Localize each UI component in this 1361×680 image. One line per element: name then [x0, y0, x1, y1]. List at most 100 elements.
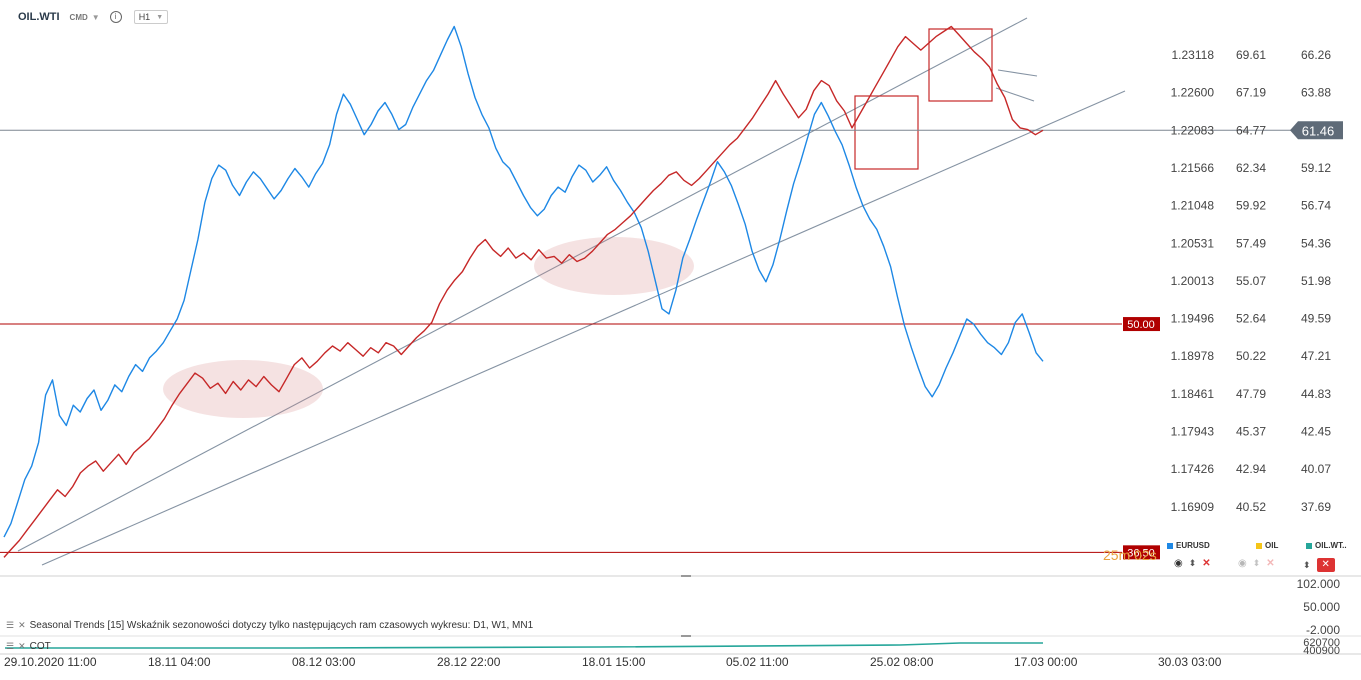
legend-oilwti[interactable]: OIL.WT.. [1306, 541, 1347, 550]
eurusd-axis-tick: 1.20013 [1171, 274, 1215, 288]
x-axis-tick: 25.02 08:00 [870, 655, 934, 669]
wti-axis-tick: 49.59 [1301, 312, 1331, 326]
info-icon[interactable]: i [109, 11, 122, 23]
close-icon[interactable]: ✕ [18, 620, 26, 630]
legend-label-oil: OIL [1265, 541, 1279, 550]
wti-axis-tick: 42.45 [1301, 425, 1331, 439]
legend-label-oilwti: OIL.WT.. [1315, 541, 1347, 550]
symbol-label[interactable]: OIL.WTI [18, 11, 60, 23]
chevron-down-icon: ▼ [156, 13, 164, 21]
current-price-badge [1290, 121, 1343, 140]
wti-axis-tick: 47.21 [1301, 349, 1331, 363]
legend-oil[interactable]: OIL [1256, 541, 1278, 550]
range-highlight-ellipse [534, 237, 694, 295]
series-line-eurusd [3, 25, 1044, 538]
cot-indicator-row: ☰ ✕ COT [6, 641, 51, 652]
legend-swatch-oilwti [1306, 542, 1312, 549]
x-axis-tick: 05.02 11:00 [726, 655, 789, 669]
oil-axis-tick: 42.94 [1236, 462, 1266, 476]
eurusd-axis-tick: 1.22600 [1171, 86, 1215, 100]
oil-axis-tick: 64.77 [1236, 123, 1266, 137]
cot-axis-tick: 620700 [1303, 637, 1340, 649]
eurusd-axis-tick: 1.21048 [1171, 199, 1215, 213]
close-icon[interactable]: ✕ [1202, 558, 1211, 569]
eurusd-axis-tick: 1.20531 [1171, 236, 1215, 250]
wti-axis-tick: 59.12 [1301, 161, 1331, 175]
price-level-tag [1123, 545, 1160, 560]
range-highlight-ellipse [163, 360, 323, 418]
seasonal-indicator-label: Seasonal Trends [15] Wskaźnik sezonowośc… [29, 620, 534, 631]
legend-eurusd[interactable]: EURUSD [1167, 541, 1210, 550]
oil-axis-tick: 57.49 [1236, 236, 1266, 250]
series-line-oilwt [3, 25, 1044, 558]
eurusd-axis-tick: 1.16909 [1171, 500, 1215, 514]
oil-axis-tick: 52.64 [1236, 312, 1266, 326]
legend-swatch-oil [1256, 542, 1262, 549]
price-level-label: 36.50 [1127, 547, 1155, 559]
cot-series-line [5, 642, 1043, 649]
close-icon[interactable]: ✕ [18, 641, 26, 651]
wti-axis-tick: 40.07 [1301, 462, 1331, 476]
seasonal-indicator-row: ☰ ✕ Seasonal Trends [15] Wskaźnik sezono… [6, 620, 533, 631]
oil-axis-tick: 45.37 [1236, 425, 1266, 439]
pane-resize-handle [681, 635, 691, 637]
oil-axis-tick: 55.07 [1236, 274, 1266, 288]
trend-channel-line [17, 17, 1028, 552]
trend-channel-line [995, 87, 1035, 102]
x-axis-tick: 18.01 15:00 [582, 655, 646, 669]
market-dropdown-icon[interactable]: ▼ [91, 12, 100, 22]
trend-channel-line [41, 90, 1126, 566]
close-icon[interactable]: ✕ [1266, 558, 1275, 569]
legend-label-eurusd: EURUSD [1176, 541, 1210, 550]
highlight-box [854, 95, 919, 170]
legend-swatch-eurusd [1167, 542, 1173, 549]
oil-axis-tick: 67.19 [1236, 86, 1266, 100]
cot-indicator-label: COT [29, 641, 51, 652]
x-axis-tick: 17.03 00:00 [1014, 655, 1078, 669]
x-axis-tick: 18.11 04:00 [148, 655, 211, 669]
oil-axis-tick: 59.92 [1236, 199, 1266, 213]
menu-icon[interactable]: ☰ [6, 641, 15, 651]
oil-axis-tick: 62.34 [1236, 161, 1266, 175]
wti-axis-tick: 37.69 [1301, 500, 1331, 514]
timeframe-select[interactable]: H1 ▼ [133, 10, 169, 24]
eurusd-axis-tick: 1.21566 [1171, 161, 1215, 175]
chart-header: OIL.WTI CMD ▼ i H1 ▼ [18, 10, 169, 24]
wti-axis-tick: 54.36 [1301, 236, 1331, 250]
reorder-icon[interactable]: ⬍ [1303, 559, 1311, 570]
series-controls-oilwti: ⬍ ✕ [1303, 558, 1335, 572]
x-axis-tick: 30.03 03:00 [1158, 655, 1222, 669]
oil-axis-tick: 69.61 [1236, 48, 1266, 62]
highlight-box [928, 28, 993, 102]
seasonal-axis-tick: 50.000 [1303, 600, 1340, 614]
wti-axis-tick: 56.74 [1301, 199, 1331, 213]
reorder-icon[interactable]: ⬍ [1252, 558, 1261, 568]
menu-icon[interactable]: ☰ [6, 620, 15, 630]
price-level-label: 50.00 [1127, 319, 1155, 331]
oil-axis-tick: 50.22 [1236, 349, 1266, 363]
eurusd-axis-tick: 1.23118 [1172, 48, 1215, 62]
candle-countdown: 25m 02s [1103, 547, 1157, 563]
series-controls-oil: ◉ ⬍ ✕ [1238, 558, 1275, 569]
x-axis-tick: 29.10.2020 11:00 [4, 655, 97, 669]
seasonal-axis-tick: 102.000 [1297, 577, 1341, 591]
reorder-icon[interactable]: ⬍ [1188, 558, 1197, 568]
trend-channel-line [997, 69, 1038, 77]
eye-icon[interactable]: ◉ [1238, 558, 1247, 569]
x-axis-tick: 28.12 22:00 [437, 655, 501, 669]
current-price-label: 61.46 [1302, 123, 1335, 138]
series-controls-eurusd: ◉ ⬍ ✕ [1174, 558, 1211, 569]
eurusd-axis-tick: 1.17426 [1171, 462, 1215, 476]
oil-axis-tick: 40.52 [1236, 500, 1266, 514]
eye-icon[interactable]: ◉ [1174, 558, 1183, 569]
eurusd-axis-tick: 1.19496 [1171, 312, 1215, 326]
cot-axis-tick: 400900 [1303, 645, 1340, 657]
close-button[interactable]: ✕ [1316, 558, 1335, 572]
eurusd-axis-tick: 1.22083 [1171, 123, 1215, 137]
price-level-tag [1123, 317, 1160, 332]
market-type-label[interactable]: CMD [69, 12, 88, 22]
wti-axis-tick: 51.98 [1301, 274, 1331, 288]
eurusd-axis-tick: 1.18978 [1171, 349, 1215, 363]
